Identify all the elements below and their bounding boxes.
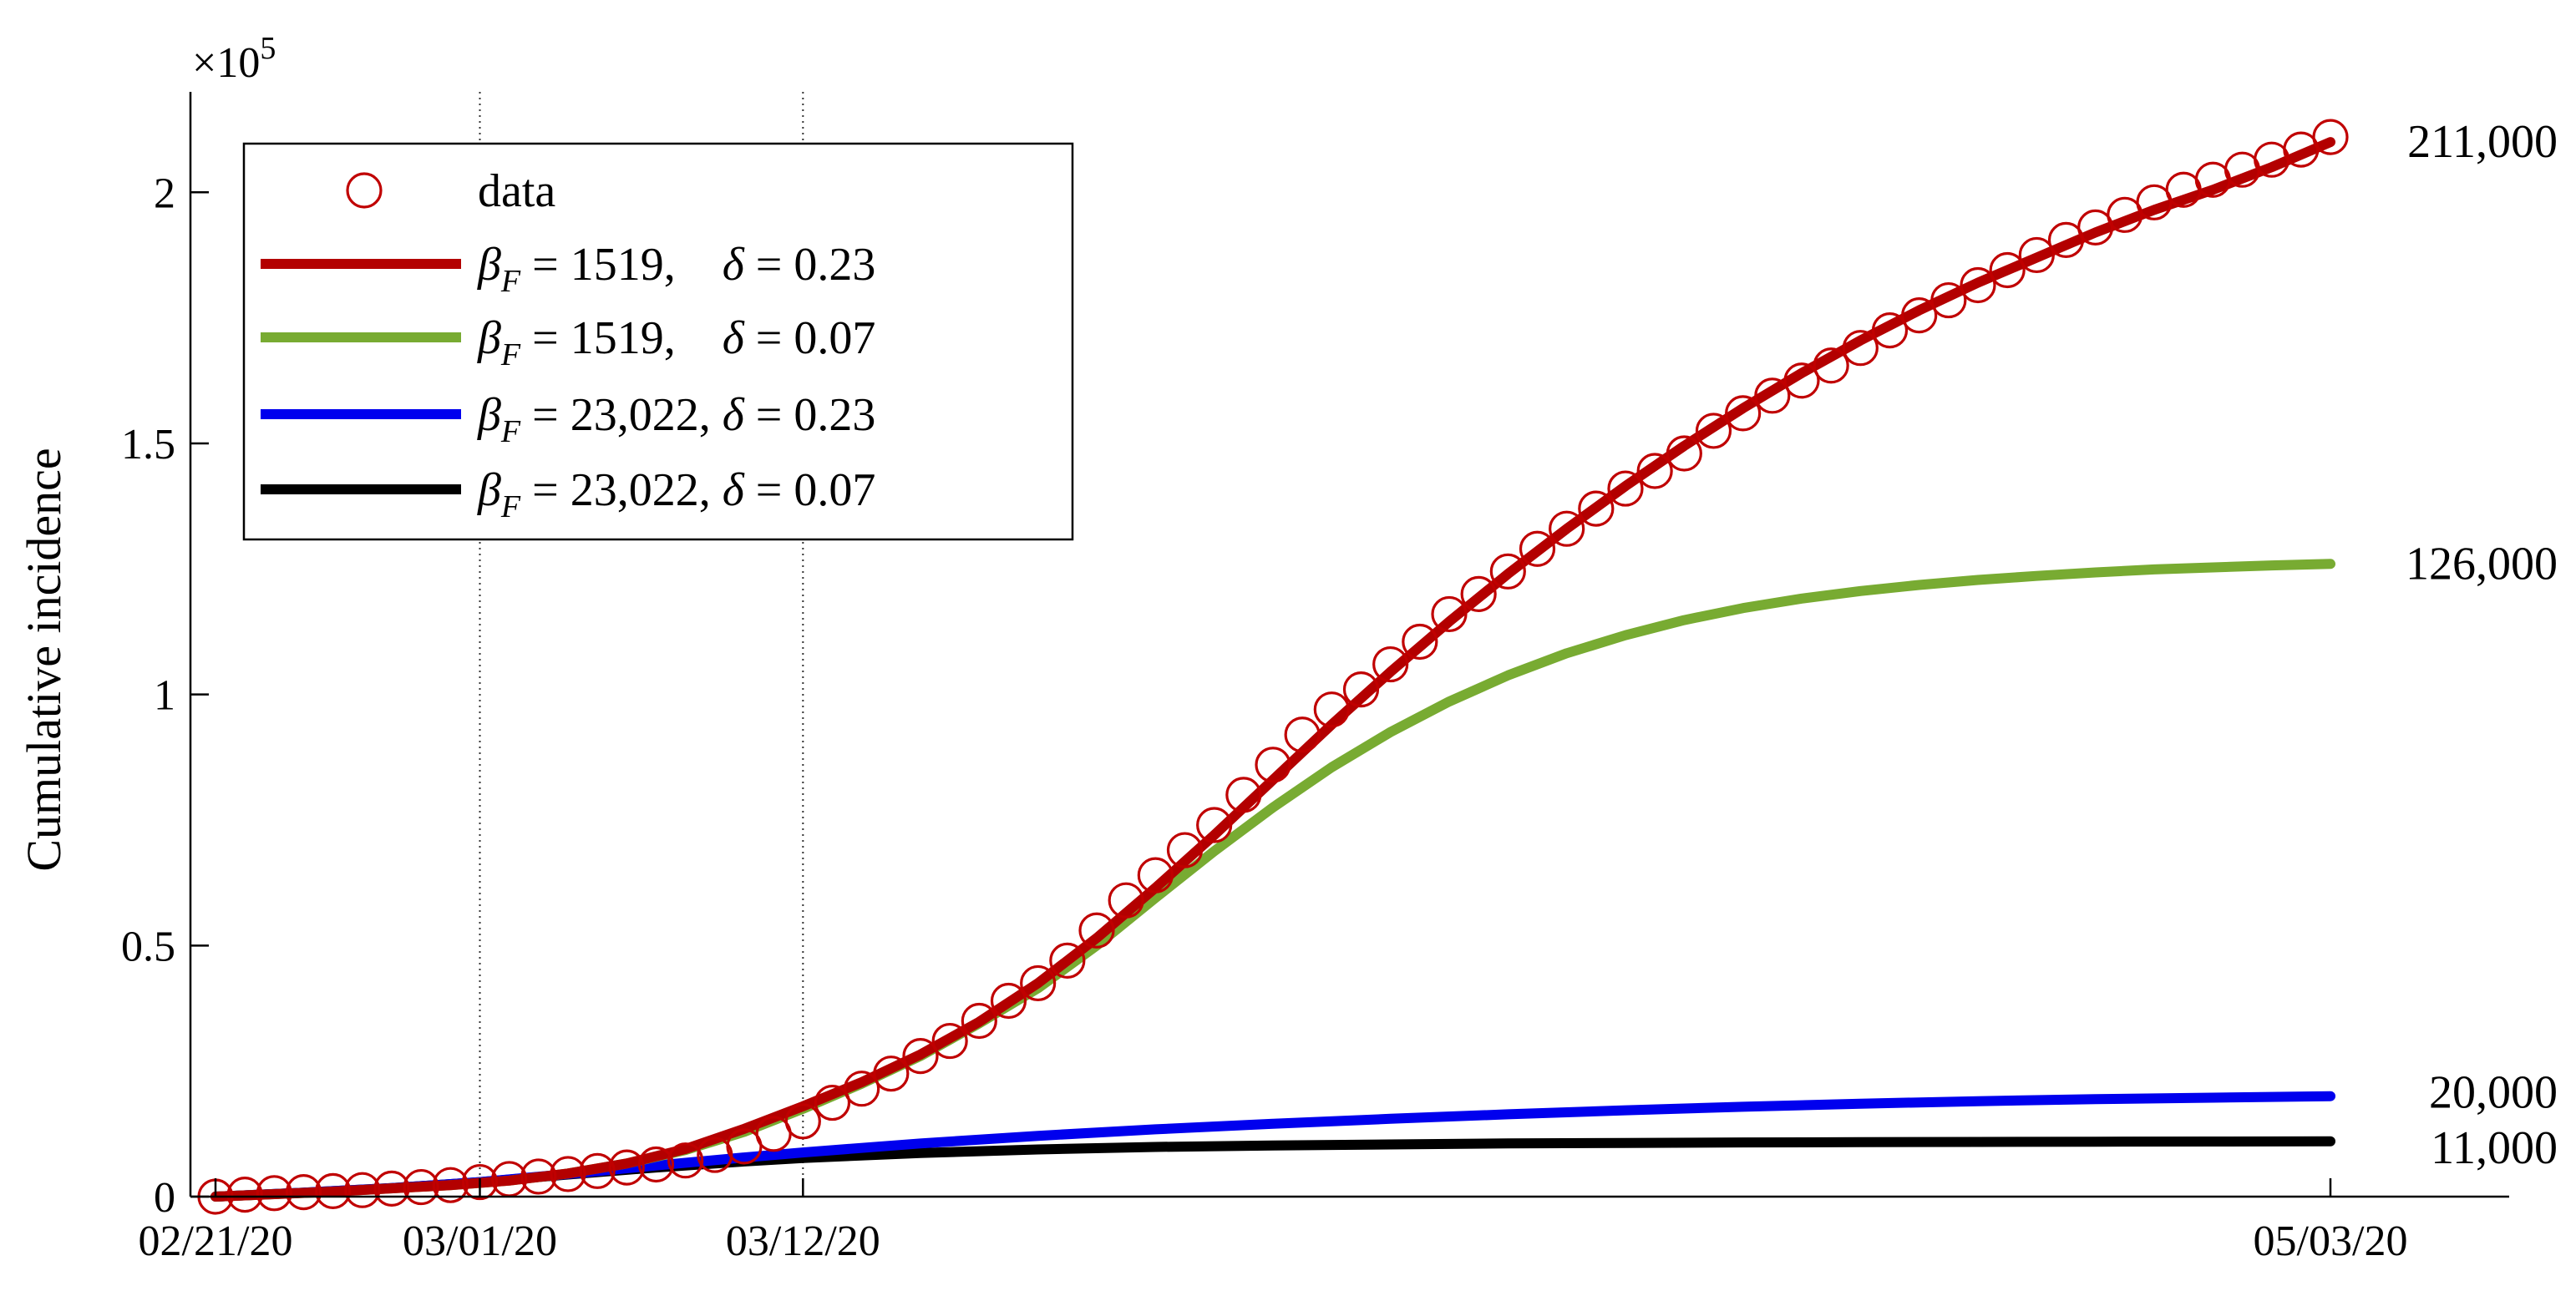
data-point [1431, 595, 1468, 633]
data-point [432, 1167, 469, 1203]
data-point [315, 1172, 352, 1209]
data-point [1313, 691, 1350, 728]
data-point [1078, 912, 1115, 949]
data-point [226, 1176, 263, 1213]
data-point [637, 1146, 675, 1183]
data-point [579, 1152, 616, 1189]
legend-label-1: βF = 1519, δ = 0.23 [477, 239, 875, 299]
x-tick-label: 03/01/20 [403, 1218, 557, 1265]
data-point [1049, 942, 1086, 979]
series-layer [197, 119, 2349, 1215]
data-point [1754, 377, 1791, 414]
data-point [1519, 530, 1556, 567]
axes: 0 0.5 1 1.5 2 02/21/20 03/01/20 03/12/20 05/03/2… [121, 92, 2509, 1265]
series-line-1 [210, 137, 2335, 1202]
data-point [1578, 490, 1615, 527]
data-point [1695, 413, 1732, 449]
data-point [1842, 330, 1879, 367]
data-point [961, 1002, 997, 1040]
legend: data βF = 1519, δ = 0.23 βF = 1519, δ = 0.… [242, 142, 1074, 541]
data-point [1813, 347, 1849, 384]
data-point [1930, 281, 1967, 319]
y-tick-label: 0.5 [121, 923, 175, 970]
data-point [2018, 236, 2055, 274]
data-point [1020, 964, 1057, 1002]
data-point [1783, 362, 1820, 399]
data-point [1225, 777, 1262, 813]
data-point [550, 1156, 586, 1192]
legend-label-3: βF = 23,022, δ = 0.23 [477, 389, 875, 449]
data-point [1342, 671, 1380, 708]
data-point [1137, 857, 1174, 894]
data-point [608, 1149, 645, 1186]
data-point [1549, 510, 1585, 547]
x-tick-label: 03/12/20 [726, 1218, 880, 1265]
legend-marker-data [346, 172, 383, 209]
data-point [1725, 395, 1762, 432]
data-point [461, 1163, 499, 1201]
data-point [1989, 251, 2026, 289]
data-point [2312, 119, 2349, 155]
data-point [667, 1142, 704, 1179]
data-point [1372, 645, 1409, 683]
data-point [902, 1038, 939, 1075]
data-point [1607, 470, 1644, 507]
end-label-2: 126,000 [2406, 538, 2558, 590]
data-point [931, 1022, 968, 1060]
legend-label-2: βF = 1519, δ = 0.07 [477, 312, 875, 372]
data-point [1196, 807, 1233, 843]
data-point [844, 1071, 880, 1107]
data-point [990, 982, 1027, 1020]
data-point [1255, 747, 1291, 783]
data-point [285, 1173, 322, 1211]
data-point [1636, 453, 1673, 489]
end-label-1: 211,000 [2407, 116, 2558, 168]
y-tick-label: 1 [154, 672, 175, 720]
series-line-4 [210, 1136, 2335, 1202]
data-point [344, 1172, 381, 1208]
data-point [697, 1137, 733, 1173]
data-point [1108, 882, 1144, 919]
data-point [1460, 575, 1497, 612]
data-point [784, 1103, 821, 1140]
data-point [1960, 266, 1996, 304]
data-point [520, 1158, 557, 1195]
data-point [814, 1084, 851, 1121]
y-exponent-label: ×105 [192, 31, 276, 87]
x-tick-label: 02/21/20 [139, 1218, 293, 1265]
legend-label-data: data [478, 165, 555, 217]
y-axis-label: Cumulative incidence [17, 448, 71, 871]
data-markers [197, 119, 2349, 1215]
y-tick-label: 1.5 [121, 421, 175, 468]
data-point [873, 1056, 910, 1092]
data-point [373, 1170, 410, 1207]
data-point [256, 1175, 292, 1212]
data-point [1871, 312, 1909, 349]
end-label-3: 20,000 [2429, 1067, 2558, 1119]
legend-label-4: βF = 23,022, δ = 0.07 [477, 464, 875, 524]
data-point [1901, 297, 1938, 334]
data-point [1402, 623, 1438, 661]
y-tick-label: 2 [154, 170, 175, 217]
data-point [1166, 832, 1204, 868]
y-tick-label: 0 [154, 1174, 175, 1222]
data-point [1284, 716, 1321, 753]
data-point [1666, 435, 1702, 472]
data-point [1489, 553, 1526, 590]
data-point [403, 1168, 439, 1206]
x-tick-label: 05/03/20 [2254, 1218, 2408, 1265]
end-label-4: 11,000 [2431, 1122, 2558, 1174]
